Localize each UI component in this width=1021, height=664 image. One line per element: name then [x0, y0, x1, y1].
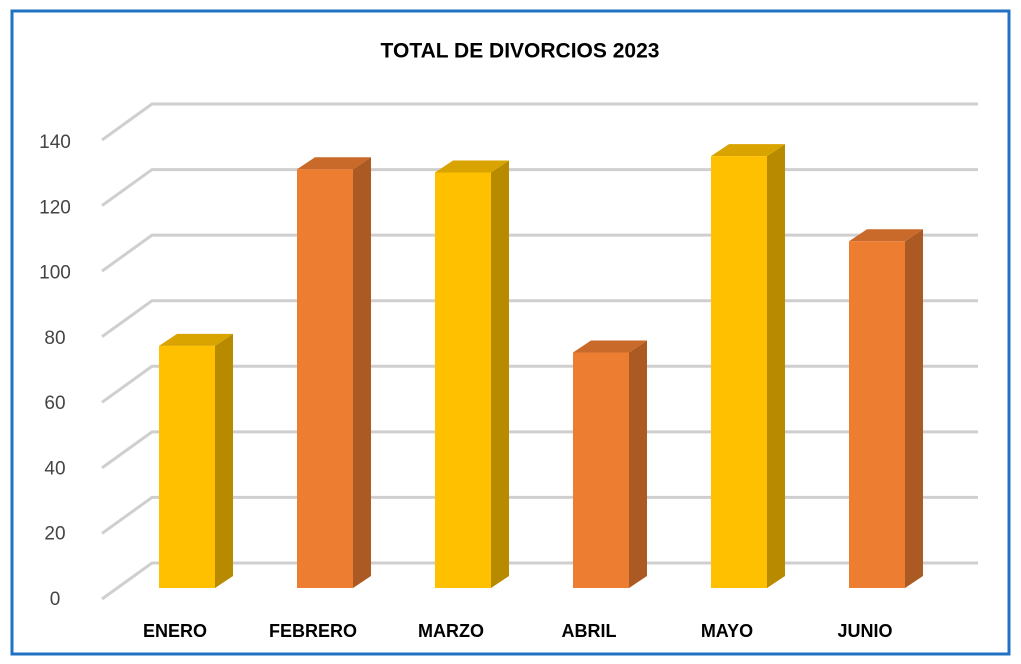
- bar-front: [573, 352, 629, 588]
- bar-top: [159, 333, 233, 346]
- y-tick-label: 0: [50, 589, 61, 610]
- grid-line: [101, 561, 978, 601]
- bar: [159, 333, 233, 588]
- x-tick-label: JUNIO: [837, 621, 892, 641]
- bar-side: [905, 229, 923, 588]
- x-tick-label: ABRIL: [562, 621, 617, 641]
- y-tick-label: 20: [44, 524, 65, 545]
- bar-side: [767, 144, 785, 588]
- bar-side: [629, 340, 647, 588]
- bar-front: [711, 156, 767, 588]
- bar-side: [353, 157, 371, 588]
- bar-front: [297, 169, 353, 588]
- y-tick-label: 80: [44, 328, 65, 349]
- y-tick-label: 120: [39, 197, 71, 218]
- bar-front: [159, 345, 215, 588]
- bar-top: [573, 340, 647, 353]
- grid-line: [101, 168, 978, 207]
- y-tick-label: 40: [44, 458, 65, 479]
- x-tick-label: FEBRERO: [269, 621, 357, 641]
- grid-line: [101, 495, 978, 535]
- y-tick-label: 140: [39, 132, 71, 153]
- grid-line: [101, 102, 978, 142]
- bar-top: [849, 229, 923, 242]
- grid-line: [101, 233, 978, 273]
- y-tick-label: 100: [39, 263, 71, 284]
- x-tick-label: ENERO: [143, 621, 207, 641]
- bar: [435, 160, 509, 588]
- bar: [711, 144, 785, 588]
- grid-line: [101, 430, 978, 470]
- x-tick-label: MAYO: [701, 621, 753, 641]
- x-tick-label: MARZO: [418, 621, 484, 641]
- bar-top: [711, 144, 785, 157]
- bar: [573, 340, 647, 588]
- bar-top: [435, 160, 509, 173]
- chart-title: TOTAL DE DIVORCIOS 2023: [381, 40, 660, 63]
- bar: [849, 229, 923, 588]
- bar-top: [297, 157, 371, 170]
- y-tick-label: 60: [44, 393, 65, 414]
- bar-front: [849, 241, 905, 588]
- grid-line: [101, 364, 978, 404]
- bar-side: [215, 333, 233, 588]
- grid-line: [101, 299, 978, 338]
- bar: [297, 157, 371, 588]
- bar-side: [491, 160, 509, 588]
- bar-front: [435, 172, 491, 588]
